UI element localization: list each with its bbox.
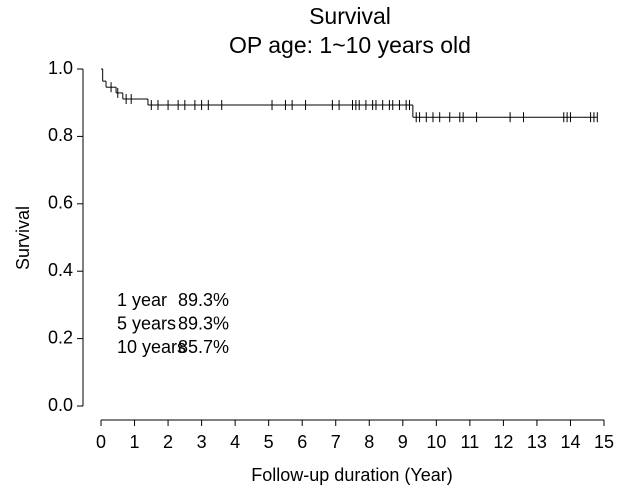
x-tick-label: 0 [96,432,106,452]
chart-subtitle: OP age: 1~10 years old [229,32,471,58]
y-axis-label: Survival [13,206,33,270]
x-axis-label: Follow-up duration (Year) [251,465,452,485]
annotation-value: 89.3% [178,313,229,333]
x-tick-label: 3 [197,432,207,452]
y-tick-label: 0.2 [48,327,73,347]
y-tick-label: 1.0 [48,58,73,78]
x-tick-label: 15 [594,432,614,452]
y-tick-label: 0.4 [48,260,73,280]
x-tick-label: 4 [230,432,240,452]
annotation-label: 10 years [117,337,186,357]
annotation-label: 1 year [117,290,167,310]
x-tick-label: 5 [264,432,274,452]
x-tick-label: 1 [130,432,140,452]
y-tick-label: 0.0 [48,395,73,415]
x-tick-label: 11 [461,432,480,452]
x-tick-label: 9 [398,432,408,452]
chart-title: Survival [309,3,391,29]
annotation-label: 5 years [117,313,176,333]
x-tick-label: 10 [426,432,446,452]
x-tick-label: 7 [331,432,341,452]
annotation-value: 85.7% [178,337,229,357]
x-tick-label: 6 [297,432,307,452]
y-tick-label: 0.6 [48,193,73,213]
x-tick-label: 14 [560,432,580,452]
x-tick-label: 8 [364,432,374,452]
y-tick-label: 0.8 [48,125,73,145]
annotation-value: 89.3% [178,290,229,310]
x-tick-label: 2 [163,432,173,452]
x-tick-label: 12 [493,432,513,452]
x-tick-label: 13 [527,432,547,452]
